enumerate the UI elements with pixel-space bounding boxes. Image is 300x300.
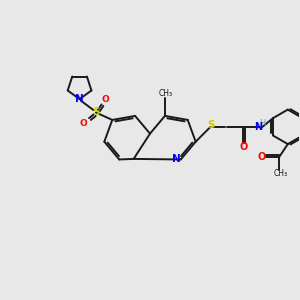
Text: O: O [102, 94, 110, 103]
Text: O: O [80, 119, 87, 128]
Text: H: H [259, 119, 265, 128]
Text: N: N [254, 122, 262, 132]
Text: O: O [257, 152, 266, 163]
Text: O: O [239, 142, 247, 152]
Text: CH₃: CH₃ [159, 89, 173, 98]
Text: CH₃: CH₃ [273, 169, 287, 178]
Text: S: S [92, 107, 100, 118]
Text: N: N [172, 154, 181, 164]
Text: N: N [75, 94, 84, 104]
Text: S: S [207, 120, 215, 130]
